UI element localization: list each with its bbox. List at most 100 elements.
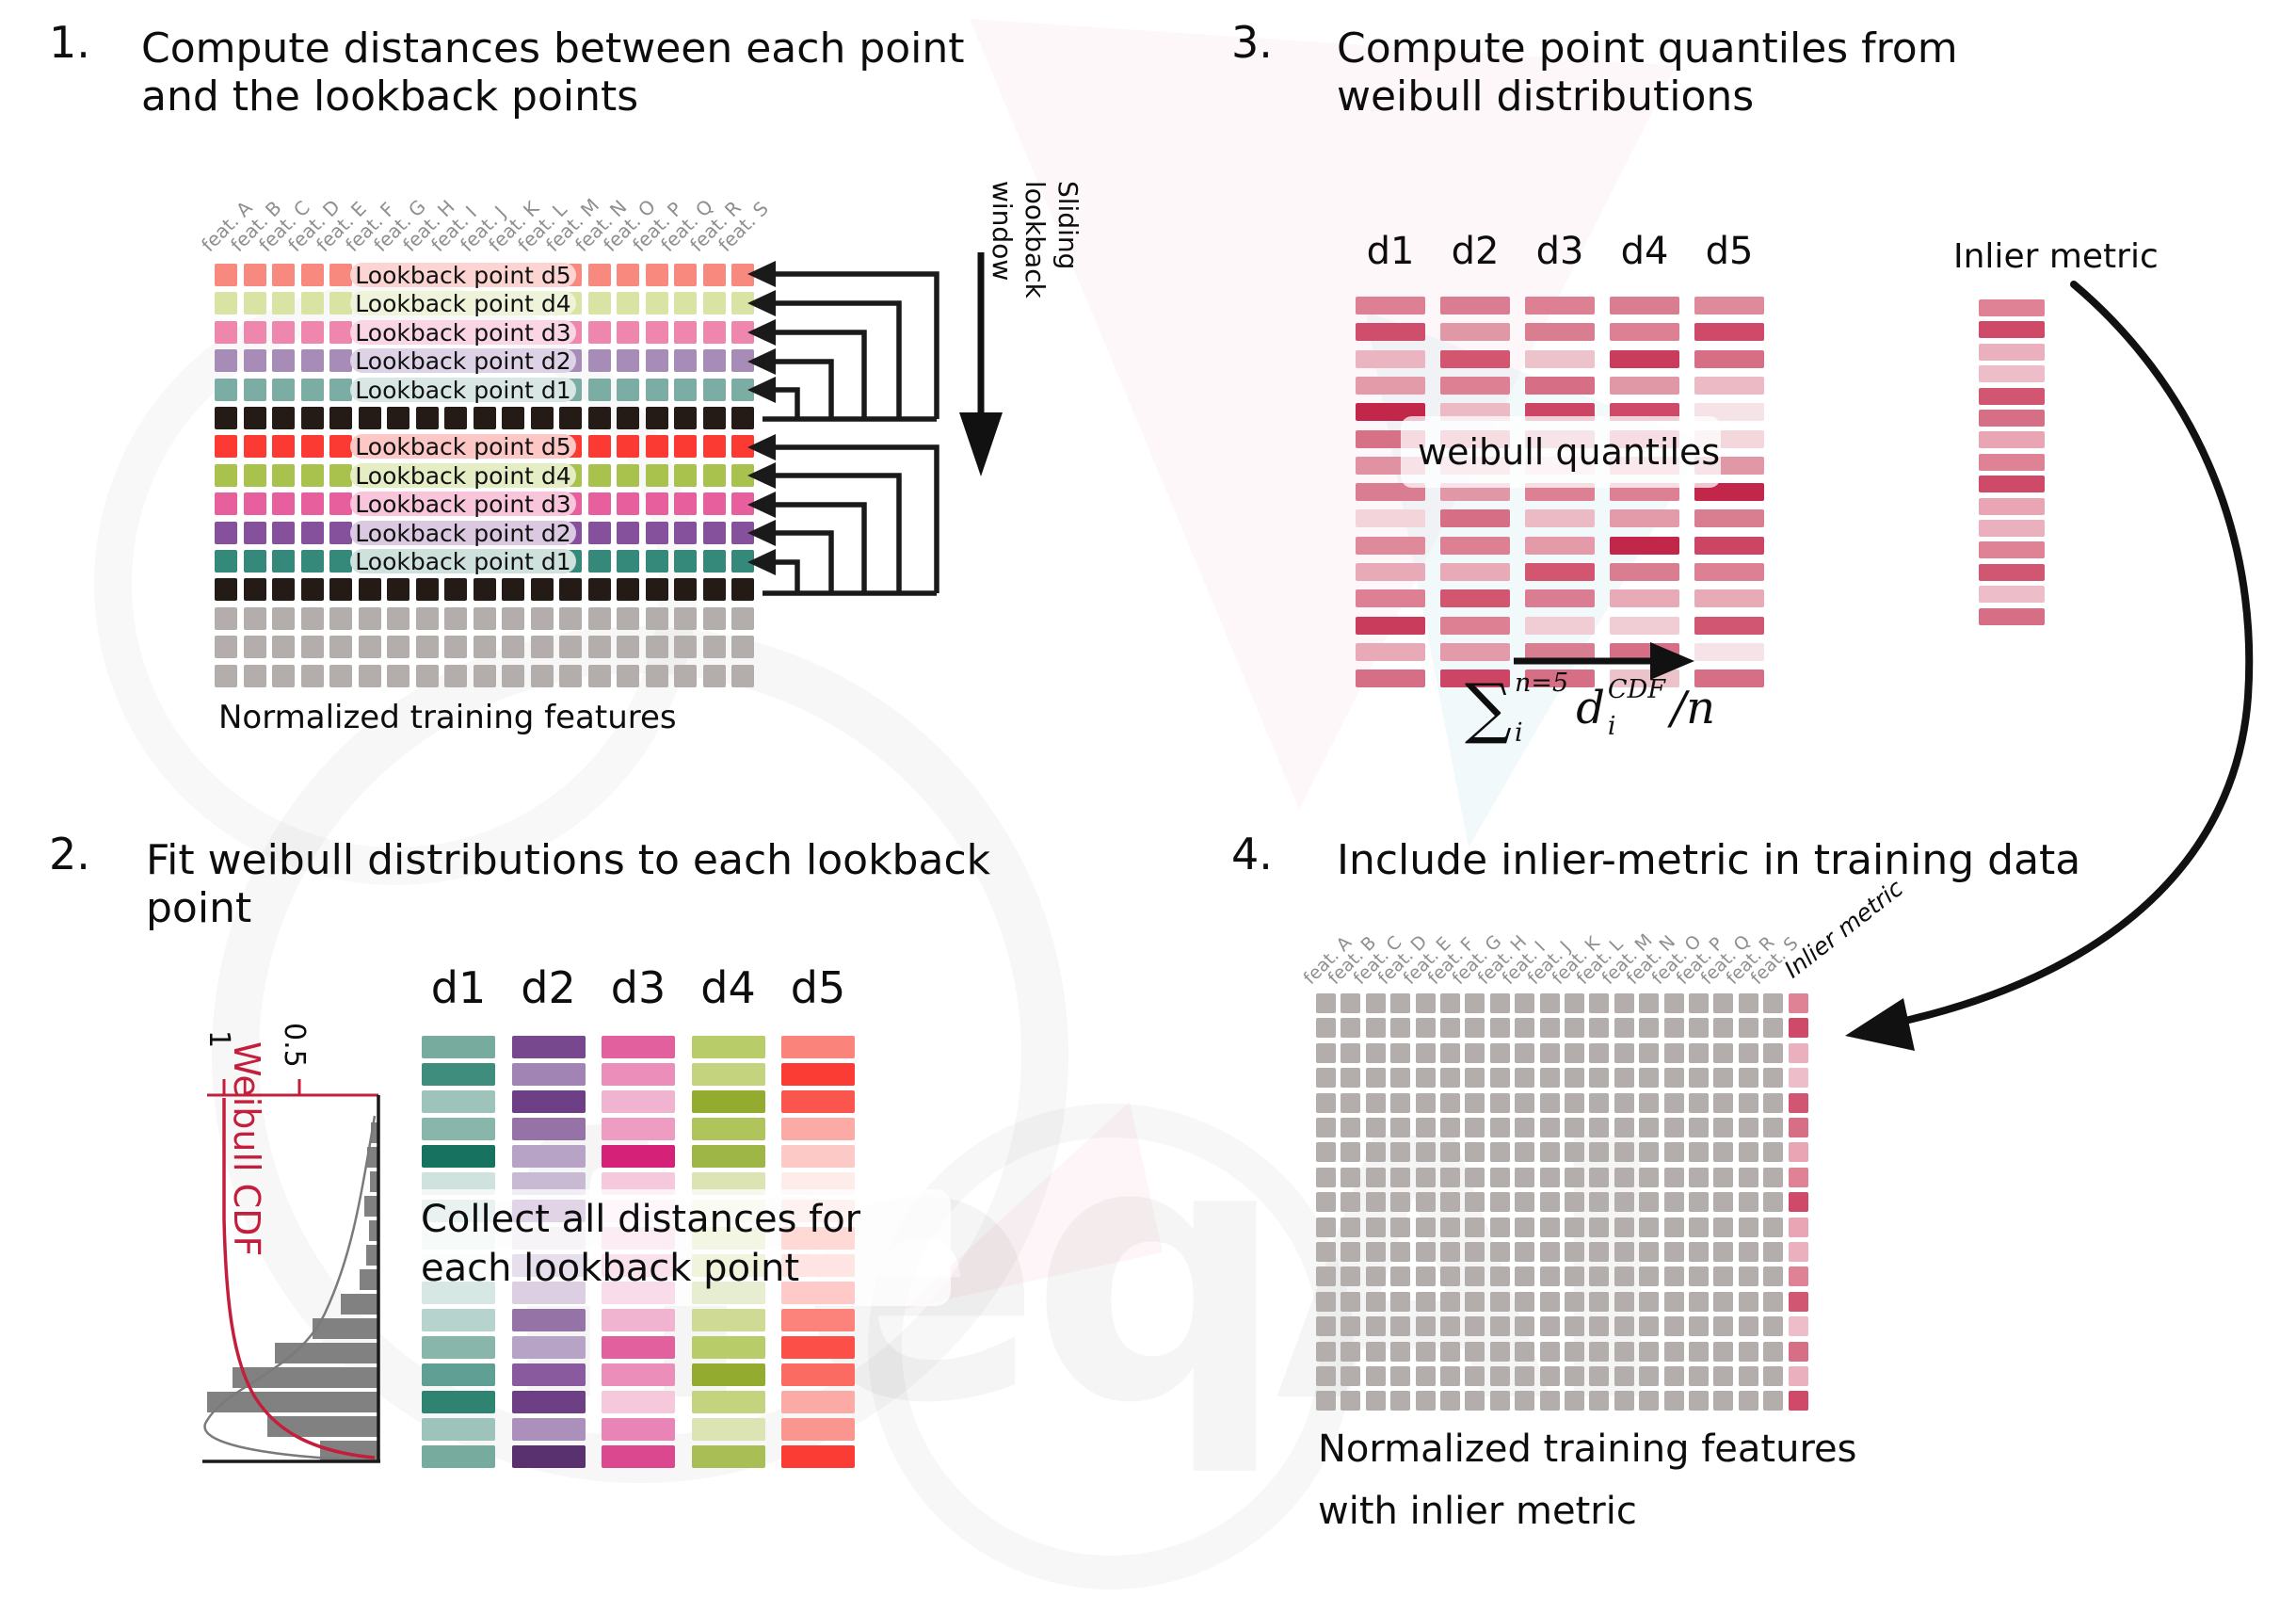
grid-cell: [1565, 1266, 1584, 1287]
grid-cell: [617, 521, 639, 544]
grid-cell: [731, 606, 754, 630]
grid-cell: [1763, 1118, 1784, 1137]
grid-cell: [1663, 1242, 1684, 1262]
distance-bar: [422, 1118, 495, 1140]
grid-cell: [1689, 1242, 1709, 1262]
quantile-bar: [1694, 349, 1764, 368]
inlier-cell: [1788, 1391, 1808, 1411]
quantile-bar: [1525, 642, 1595, 661]
grid-cell: [1689, 1092, 1709, 1113]
grid-cell: [300, 521, 324, 544]
grid-cell: [329, 492, 352, 516]
grid-cell: [1390, 1316, 1411, 1337]
grid-cell: [272, 435, 295, 459]
grid-cell: [1316, 1018, 1336, 1039]
hist-bar: [233, 1367, 378, 1388]
grid-cell: [645, 407, 668, 429]
quantile-bar: [1440, 589, 1510, 608]
grid-cell: [1589, 1192, 1610, 1213]
inlier-cell: [1788, 1018, 1808, 1039]
distance-bar: [691, 1445, 765, 1468]
grid-cell: [1639, 1291, 1660, 1312]
p1-caption: Normalized training features: [218, 699, 677, 736]
grid-cell: [1316, 1242, 1336, 1262]
grid-cell: [1639, 1042, 1660, 1063]
grid-cell: [502, 407, 524, 429]
grid-cell: [731, 664, 754, 687]
grid-cell: [300, 578, 324, 602]
grid-cell: [1565, 1242, 1584, 1262]
lookback-pill: Lookback point d1: [350, 549, 576, 574]
grid-cell: [1763, 1092, 1784, 1113]
inlier-metric-bar: [1979, 520, 2045, 537]
column-label: d2: [521, 962, 576, 1013]
inlier-metric-column-label: Inlier metric: [1778, 874, 1909, 984]
grid-cell: [1539, 1018, 1560, 1039]
grid-cell: [1440, 1018, 1460, 1039]
quantile-bar: [1440, 509, 1510, 528]
cdf-tick-label-05: 0.5: [278, 1023, 311, 1068]
grid-cell: [243, 378, 266, 401]
grid-cell: [702, 435, 726, 459]
grid-cell: [1415, 1366, 1436, 1386]
grid-cell: [1539, 1316, 1560, 1337]
grid-cell: [1440, 1242, 1460, 1262]
grid-cell: [272, 378, 295, 401]
grid-cell: [1589, 1366, 1610, 1386]
grid-cell: [1763, 1018, 1784, 1039]
grid-cell: [1763, 1068, 1784, 1089]
grid-cell: [1515, 1192, 1535, 1213]
grid-cell: [617, 264, 639, 286]
distance-bar: [781, 1036, 855, 1058]
grid-cell: [215, 664, 237, 687]
grid-cell: [329, 636, 352, 659]
grid-cell: [702, 349, 726, 373]
grid-cell: [1341, 1217, 1361, 1237]
grid-cell: [1539, 1118, 1560, 1137]
grid-cell: [1341, 1316, 1361, 1337]
grid-cell: [415, 606, 439, 630]
grid-cell: [617, 492, 639, 516]
grid-cell: [1639, 993, 1660, 1013]
grid-cell: [1565, 1217, 1584, 1237]
grid-cell: [1365, 1316, 1386, 1337]
grid-cell: [1614, 1217, 1634, 1237]
grid-cell: [645, 349, 668, 373]
grid-cell: [272, 636, 295, 659]
inlier-cell: [1788, 1266, 1808, 1287]
grid-cell: [358, 407, 381, 429]
grid-cell: [1689, 1167, 1709, 1187]
grid-cell: [731, 463, 754, 487]
grid-cell: [1515, 1118, 1535, 1137]
grid-cell: [702, 292, 726, 315]
grid-cell: [1589, 1266, 1610, 1287]
grid-cell: [1589, 1217, 1610, 1237]
grid-cell: [1565, 1192, 1584, 1213]
grid-cell: [617, 606, 639, 630]
grid-cell: [617, 320, 639, 344]
quantile-bar: [1356, 536, 1425, 555]
grid-cell: [1763, 1316, 1784, 1337]
grid-cell: [1515, 1316, 1535, 1337]
grid-cell: [1489, 1242, 1510, 1262]
grid-cell: [587, 521, 611, 544]
grid-cell: [1689, 1217, 1709, 1237]
inlier-metric-bar: [1979, 586, 2045, 604]
quantile-bar: [1610, 509, 1679, 528]
grid-cell: [731, 407, 754, 429]
grid-cell: [1663, 1042, 1684, 1063]
grid-cell: [1515, 1366, 1535, 1386]
grid-cell: [1465, 1167, 1485, 1187]
grid-cell: [617, 636, 639, 659]
grid-cell: [731, 492, 754, 516]
grid-cell: [502, 578, 524, 602]
column-label: d1: [1366, 230, 1415, 273]
grid-cell: [215, 492, 237, 516]
grid-cell: [1539, 1291, 1560, 1312]
grid-cell: [1713, 1291, 1734, 1312]
grid-cell: [1763, 1142, 1784, 1163]
grid-cell: [1763, 1242, 1784, 1262]
grid-cell: [1589, 1042, 1610, 1063]
hist-bar: [370, 1171, 378, 1192]
grid-cell: [272, 492, 295, 516]
